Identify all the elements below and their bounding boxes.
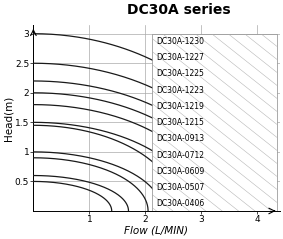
- Text: DC30A-1215: DC30A-1215: [156, 118, 204, 127]
- X-axis label: Flow (L/MIN): Flow (L/MIN): [125, 226, 188, 235]
- Text: DC30A-1219: DC30A-1219: [156, 102, 204, 111]
- Bar: [152, 34, 277, 211]
- Text: DC30A-1227: DC30A-1227: [156, 53, 204, 62]
- Y-axis label: Head(m): Head(m): [3, 95, 14, 141]
- Text: DC30A-0406: DC30A-0406: [156, 199, 205, 208]
- Text: DC30A-1230: DC30A-1230: [156, 37, 204, 46]
- Bar: [152, 34, 277, 211]
- Text: DC30A-0507: DC30A-0507: [156, 183, 205, 192]
- Text: DC30A-1223: DC30A-1223: [156, 86, 204, 95]
- Text: DC30A-0913: DC30A-0913: [156, 134, 205, 143]
- Text: DC30A-0609: DC30A-0609: [156, 167, 205, 176]
- Text: DC30A-1225: DC30A-1225: [156, 69, 204, 78]
- Text: DC30A-0712: DC30A-0712: [156, 151, 204, 160]
- Text: DC30A series: DC30A series: [127, 3, 231, 17]
